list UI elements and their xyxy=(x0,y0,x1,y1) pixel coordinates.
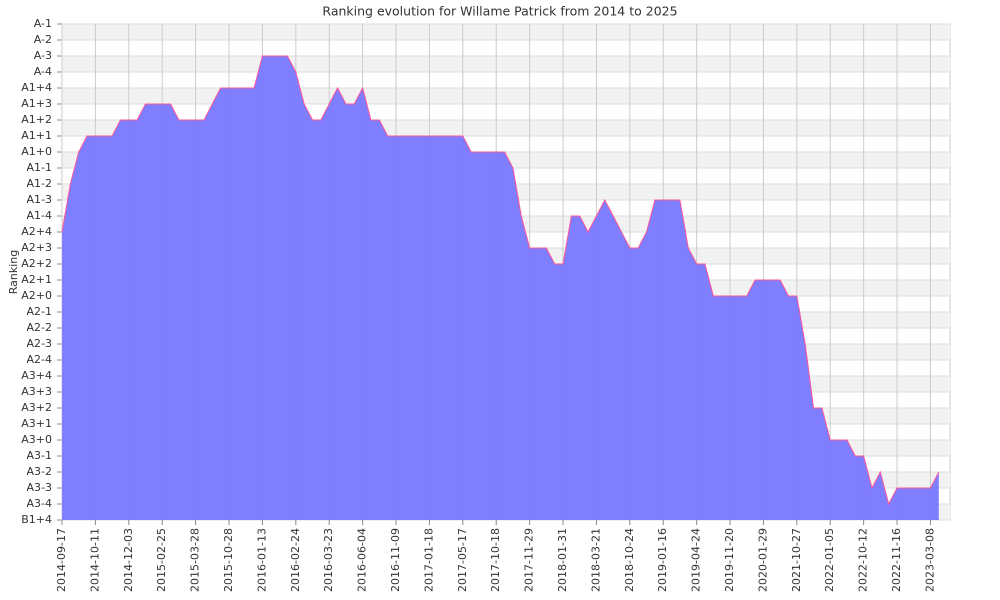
y-tick-label: A3+2 xyxy=(21,401,52,414)
x-tick-label: 2014-12-03 xyxy=(122,528,135,592)
x-tick-label: 2016-06-04 xyxy=(356,528,369,592)
y-tick-label: A2-4 xyxy=(27,353,53,366)
y-tick-label: A1+1 xyxy=(21,129,52,142)
y-tick-label: A1+4 xyxy=(21,81,52,94)
x-tick-label: 2017-01-18 xyxy=(422,528,435,592)
y-tick-label: A3+0 xyxy=(21,433,52,446)
y-tick-label: A2+0 xyxy=(21,289,52,302)
y-tick-label: A-3 xyxy=(34,49,52,62)
x-tick-label: 2022-01-05 xyxy=(823,528,836,592)
x-tick-label: 2015-02-25 xyxy=(155,528,168,592)
x-tick-label: 2022-11-16 xyxy=(890,528,903,592)
y-tick-label: A1+0 xyxy=(21,145,52,158)
line xyxy=(61,55,940,506)
y-axis-label: Ranking xyxy=(7,250,20,295)
x-tick-label: 2016-03-23 xyxy=(322,528,335,592)
x-tick-label: 2018-10-24 xyxy=(623,528,636,592)
x-tick-label: 2016-02-24 xyxy=(289,528,302,592)
x-tick-label: 2023-03-08 xyxy=(923,528,936,592)
y-tick-label: A3+1 xyxy=(21,417,52,430)
x-tick-label: 2017-10-18 xyxy=(489,528,502,592)
y-tick-label: A3-3 xyxy=(27,481,53,494)
x-tick-label: 2021-10-27 xyxy=(790,528,803,592)
y-tick-label: A3-4 xyxy=(27,497,53,510)
x-tick-label: 2015-10-28 xyxy=(222,528,235,592)
y-tick-label: A1+3 xyxy=(21,97,52,110)
chart-title: Ranking evolution for Willame Patrick fr… xyxy=(322,4,677,19)
x-tick-label: 2019-04-24 xyxy=(690,528,703,592)
y-tick-label: A2-3 xyxy=(27,337,53,350)
x-tick-label: 2018-03-21 xyxy=(589,528,602,592)
x-tick-label: 2015-03-28 xyxy=(189,528,202,592)
x-tick-label: 2020-01-29 xyxy=(756,528,769,592)
x-tick-label: 2019-11-20 xyxy=(723,528,736,592)
area xyxy=(62,56,939,520)
y-tick-label: A1-2 xyxy=(27,177,53,190)
y-tick-label: A1+2 xyxy=(21,113,52,126)
x-tick-label: 2016-11-09 xyxy=(389,528,402,592)
y-tick-label: A2+3 xyxy=(21,241,52,254)
y-tick-label: A2+2 xyxy=(21,257,52,270)
y-tick-label: B1+4 xyxy=(21,513,52,526)
x-tick-label: 2014-10-11 xyxy=(88,528,101,592)
x-tick-label: 2014-09-17 xyxy=(55,528,68,592)
y-tick-label: A1-3 xyxy=(27,193,53,206)
y-tick-label: A3-1 xyxy=(27,449,53,462)
y-tick-label: A1-4 xyxy=(27,209,53,222)
x-tick-label: 2018-01-31 xyxy=(556,528,569,592)
x-tick-label: 2019-01-16 xyxy=(656,528,669,592)
y-tick-label: A3+3 xyxy=(21,385,52,398)
y-tick-label: A-1 xyxy=(34,17,52,30)
y-tick-label: A2+4 xyxy=(21,225,52,238)
y-tick-label: A2+1 xyxy=(21,273,52,286)
y-tick-label: A3+4 xyxy=(21,369,52,382)
y-tick-label: A-2 xyxy=(34,33,52,46)
x-tick-label: 2022-10-12 xyxy=(857,528,870,592)
y-tick-label: A2-1 xyxy=(27,305,53,318)
x-tick-label: 2017-05-17 xyxy=(456,528,469,592)
x-tick-label: 2017-11-29 xyxy=(523,528,536,592)
y-tick-label: A1-1 xyxy=(27,161,53,174)
y-tick-label: A-4 xyxy=(34,65,52,78)
x-tick-label: 2016-01-13 xyxy=(255,528,268,592)
y-tick-label: A3-2 xyxy=(27,465,53,478)
y-tick-label: A2-2 xyxy=(27,321,53,334)
grid-band xyxy=(62,24,950,40)
